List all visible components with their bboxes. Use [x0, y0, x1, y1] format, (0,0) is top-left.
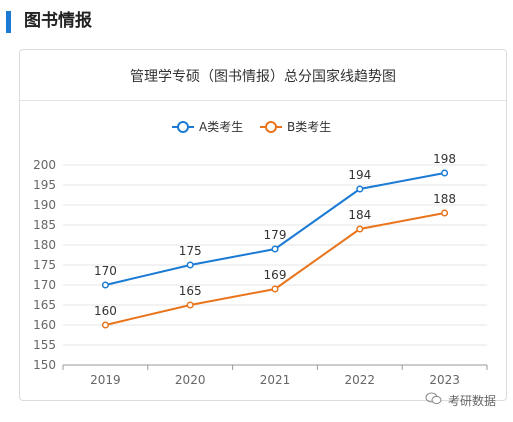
watermark-text: 考研数据 [448, 394, 497, 408]
data-label: 169 [264, 268, 287, 282]
chart-title: 管理学专硕（图书情报）总分国家线趋势图 [130, 69, 396, 85]
data-point [356, 185, 364, 193]
data-label: 198 [433, 152, 456, 166]
legend-marker [177, 121, 189, 133]
y-tick-label: 180 [33, 238, 56, 252]
section-header: 图书情报 [0, 8, 513, 34]
y-tick-label: 195 [33, 178, 56, 192]
data-label: 170 [94, 264, 117, 278]
data-point [356, 225, 364, 233]
x-tick-label: 2021 [260, 373, 291, 387]
x-tick-label: 2020 [175, 373, 206, 387]
y-tick-label: 155 [33, 338, 56, 352]
legend-marker [265, 121, 277, 133]
data-label: 184 [348, 208, 371, 222]
data-label: 175 [179, 244, 202, 258]
y-tick-label: 165 [33, 298, 56, 312]
data-label: 179 [264, 228, 287, 242]
y-tick-label: 160 [33, 318, 56, 332]
y-tick-label: 185 [33, 218, 56, 232]
x-tick-label: 2023 [429, 373, 460, 387]
y-tick-label: 200 [33, 158, 56, 172]
data-point [101, 321, 109, 329]
y-tick-label: 150 [33, 358, 56, 372]
data-point [186, 301, 194, 309]
data-point [441, 209, 449, 217]
x-tick-label: 2022 [345, 373, 376, 387]
y-tick-label: 175 [33, 258, 56, 272]
data-label: 188 [433, 192, 456, 206]
data-point [271, 285, 279, 293]
chart-title-bar: 管理学专硕（图书情报）总分国家线趋势图 [20, 50, 506, 101]
data-point [101, 281, 109, 289]
section-title: 图书情报 [24, 11, 92, 31]
data-point [441, 169, 449, 177]
wechat-icon [425, 392, 442, 405]
section-accent-bar [6, 11, 11, 33]
y-tick-label: 170 [33, 278, 56, 292]
data-point [271, 245, 279, 253]
y-tick-label: 190 [33, 198, 56, 212]
legend-label: B类考生 [287, 120, 331, 134]
x-tick-label: 2019 [90, 373, 121, 387]
legend-label: A类考生 [199, 120, 243, 134]
data-label: 160 [94, 304, 117, 318]
data-point [186, 261, 194, 269]
data-label: 165 [179, 284, 202, 298]
data-label: 194 [348, 168, 371, 182]
